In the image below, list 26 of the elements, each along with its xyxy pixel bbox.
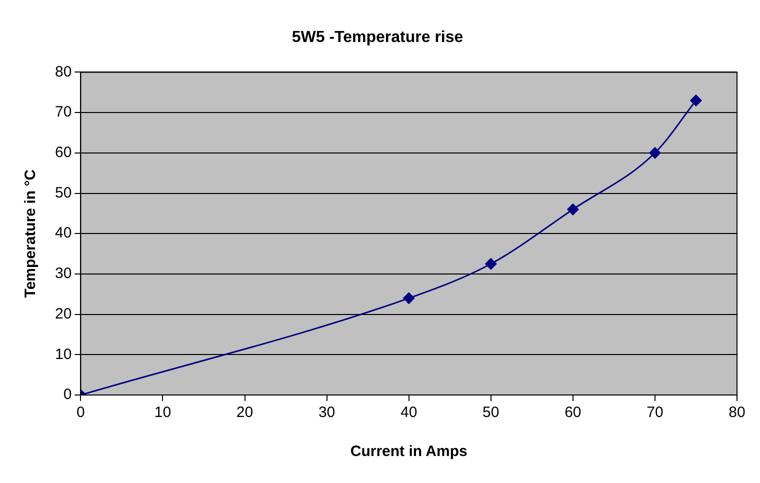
y-axis-title: Temperature in °C	[22, 169, 40, 298]
chart-title: 5W5 -Temperature rise	[292, 29, 464, 46]
y-tick-label: 70	[54, 104, 72, 121]
x-tick-label: 30	[318, 404, 336, 422]
x-tick-label: 40	[400, 404, 418, 422]
point	[690, 94, 702, 106]
x-tick-label: 10	[154, 404, 172, 422]
x-tick-label: 50	[482, 404, 500, 422]
y-tick-label: 30	[54, 265, 72, 282]
y-tick-label: 50	[54, 184, 72, 202]
y-tick-label: 60	[54, 144, 72, 162]
y-tick-label: 20	[54, 305, 72, 322]
x-tick-label: 0	[76, 404, 85, 422]
y-tick-label: 0	[63, 386, 72, 404]
point	[403, 292, 415, 304]
y-tick-label: 40	[54, 224, 72, 242]
point	[485, 258, 497, 270]
point	[567, 204, 579, 216]
x-tick-label: 20	[236, 404, 254, 422]
x-axis-title: Current in Amps	[350, 443, 468, 460]
y-tick-label: 80	[54, 63, 72, 80]
y-tick-label: 10	[54, 346, 72, 363]
point	[649, 147, 661, 159]
x-tick-label: 70	[646, 404, 664, 422]
x-tick-label: 60	[564, 404, 582, 422]
x-tick-label: 80	[728, 404, 746, 422]
